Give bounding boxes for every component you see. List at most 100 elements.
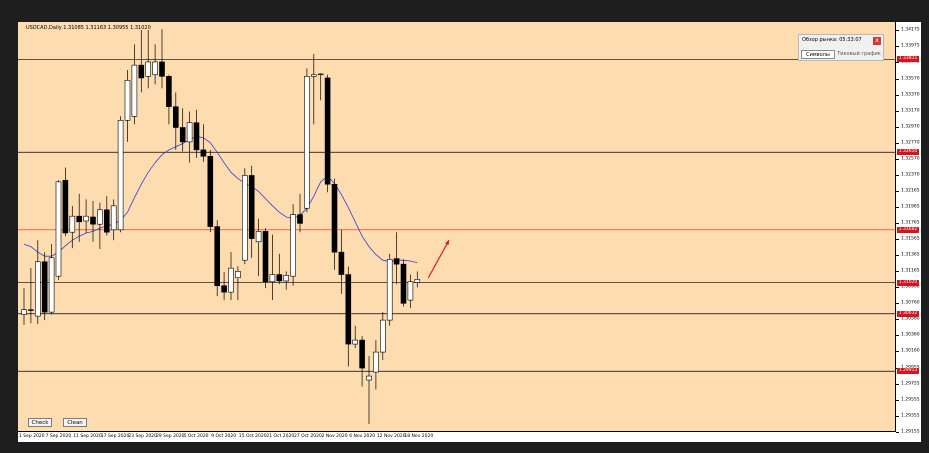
clean-button[interactable]: Clean bbox=[63, 418, 87, 427]
time-label: 6 Nov 2020 bbox=[349, 434, 376, 439]
price-label: 1.31365 bbox=[901, 252, 920, 258]
price-tick bbox=[896, 126, 899, 128]
time-label: 2 Nov 2020 bbox=[321, 434, 348, 439]
bear-candle bbox=[248, 175, 255, 239]
bull-candle bbox=[352, 339, 359, 345]
bull-candle bbox=[366, 375, 372, 381]
price-label: 1.32770 bbox=[901, 140, 920, 146]
price-tick bbox=[896, 30, 899, 32]
bear-candle bbox=[276, 274, 283, 282]
price-tick bbox=[896, 431, 899, 433]
bear-candle bbox=[104, 209, 110, 233]
close-icon[interactable]: x bbox=[873, 37, 881, 45]
price-label: 1.31765 bbox=[901, 220, 920, 226]
bull-candle bbox=[152, 61, 158, 76]
price-tick bbox=[896, 383, 899, 385]
bear-candle bbox=[331, 183, 338, 253]
price-tick bbox=[896, 238, 899, 240]
chart-window[interactable]: USDCAD,Daily 1.31085 1.31163 1.30955 1.3… bbox=[18, 22, 921, 442]
price-level-tag: 1.31682 bbox=[897, 226, 919, 233]
time-label: 21 Oct 2020 bbox=[266, 434, 295, 439]
time-label: 23 Sep 2020 bbox=[128, 434, 157, 439]
bear-candle bbox=[262, 231, 269, 283]
price-tick bbox=[896, 319, 899, 321]
price-label: 1.32370 bbox=[901, 172, 920, 178]
bear-candle bbox=[90, 216, 96, 225]
bull-candle bbox=[110, 205, 117, 231]
price-level-tag: 1.30632 bbox=[897, 310, 919, 317]
price-label: 1.31165 bbox=[901, 268, 920, 274]
price-tick bbox=[896, 94, 899, 96]
bear-candle bbox=[400, 263, 407, 304]
time-label: 5 Oct 2020 bbox=[183, 434, 209, 439]
bear-candle bbox=[28, 309, 34, 311]
bull-candle bbox=[21, 309, 27, 315]
price-label: 1.31565 bbox=[901, 236, 920, 242]
bull-candle bbox=[124, 80, 131, 121]
price-tick bbox=[896, 110, 899, 112]
bear-candle bbox=[41, 261, 48, 313]
bear-candle bbox=[297, 214, 303, 224]
market-watch-panel[interactable]: Обзор рынка: 05:33:07 x Символы Тиковый … bbox=[798, 34, 884, 61]
price-tick bbox=[896, 270, 899, 272]
bear-candle bbox=[166, 76, 172, 108]
bull-candle bbox=[373, 351, 379, 373]
time-label: 15 Oct 2020 bbox=[238, 434, 267, 439]
time-label: 11 Sep 2020 bbox=[73, 434, 102, 439]
time-label: 18 Nov 2020 bbox=[404, 434, 434, 439]
bear-candle bbox=[221, 285, 227, 293]
price-label: 1.29555 bbox=[901, 397, 920, 403]
price-label: 1.33170 bbox=[901, 108, 920, 114]
time-label: 27 Oct 2020 bbox=[294, 434, 322, 439]
bull-candle bbox=[269, 274, 276, 283]
bull-candle bbox=[34, 261, 41, 317]
price-level-tag: 1.32650 bbox=[897, 149, 919, 156]
price-tick bbox=[896, 62, 899, 64]
bear-candle bbox=[193, 122, 200, 151]
candlestick-chart[interactable] bbox=[18, 22, 896, 432]
bear-candle bbox=[200, 149, 207, 157]
time-label: 17 Sep 2020 bbox=[100, 434, 130, 439]
bull-candle bbox=[186, 122, 193, 143]
bull-candle bbox=[235, 271, 241, 279]
tab-symbols[interactable]: Символы bbox=[801, 50, 835, 59]
bear-candle bbox=[214, 226, 220, 287]
bear-candle bbox=[345, 274, 352, 345]
price-tick bbox=[896, 223, 899, 224]
price-tick bbox=[896, 335, 899, 337]
bull-candle bbox=[131, 64, 138, 117]
tab-tick-chart[interactable]: Тиковый график bbox=[837, 51, 881, 57]
price-tick bbox=[896, 78, 899, 80]
price-label: 1.33370 bbox=[901, 92, 920, 98]
time-label: 9 Oct 2020 bbox=[211, 434, 237, 439]
price-label: 1.33570 bbox=[901, 76, 920, 82]
bull-candle bbox=[69, 215, 76, 233]
price-label: 1.29355 bbox=[901, 413, 920, 419]
bull-candle bbox=[117, 120, 124, 231]
bull-candle bbox=[228, 267, 234, 293]
moving-average-line bbox=[23, 135, 418, 263]
bull-candle bbox=[145, 61, 151, 77]
price-level-tag: 1.33811 bbox=[897, 56, 919, 63]
price-label: 1.32970 bbox=[901, 124, 920, 130]
chart-title: USDCAD,Daily 1.31085 1.31163 1.30955 1.3… bbox=[26, 25, 151, 31]
bear-candle bbox=[138, 64, 145, 79]
bear-candle bbox=[359, 339, 365, 369]
bull-candle bbox=[386, 259, 393, 321]
bull-candle bbox=[97, 209, 103, 225]
time-label: 29 Sep 2020 bbox=[156, 434, 185, 439]
price-axis: 1.341751.339751.337751.335701.333701.331… bbox=[896, 22, 921, 442]
bear-candle bbox=[324, 77, 331, 185]
chart-plot-area[interactable]: USDCAD,Daily 1.31085 1.31163 1.30955 1.3… bbox=[18, 22, 896, 432]
bear-candle bbox=[159, 61, 165, 77]
check-button[interactable]: Check bbox=[28, 418, 52, 427]
price-tick bbox=[896, 399, 899, 401]
bull-candle bbox=[317, 73, 324, 76]
bear-candle bbox=[338, 251, 345, 275]
bull-candle bbox=[255, 231, 262, 243]
price-label: 1.31965 bbox=[901, 204, 920, 210]
price-level-tag: 1.31020 bbox=[897, 279, 919, 286]
time-label: 12 Nov 2020 bbox=[376, 434, 406, 439]
price-label: 1.30760 bbox=[901, 300, 920, 306]
bear-candle bbox=[179, 127, 186, 143]
